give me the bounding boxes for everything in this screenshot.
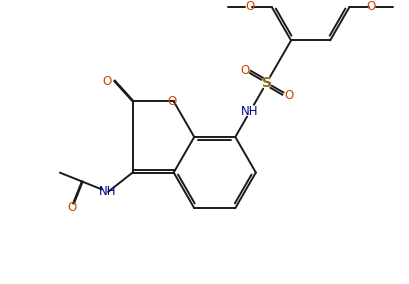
Text: O: O	[67, 201, 77, 214]
Text: O: O	[245, 0, 254, 13]
Text: NH: NH	[240, 105, 258, 118]
Text: O: O	[283, 89, 292, 102]
Text: O: O	[102, 75, 111, 88]
Text: O: O	[239, 64, 249, 77]
Text: NH: NH	[99, 185, 117, 199]
Text: O: O	[167, 95, 176, 108]
Text: S: S	[261, 76, 271, 90]
Text: O: O	[366, 0, 375, 13]
